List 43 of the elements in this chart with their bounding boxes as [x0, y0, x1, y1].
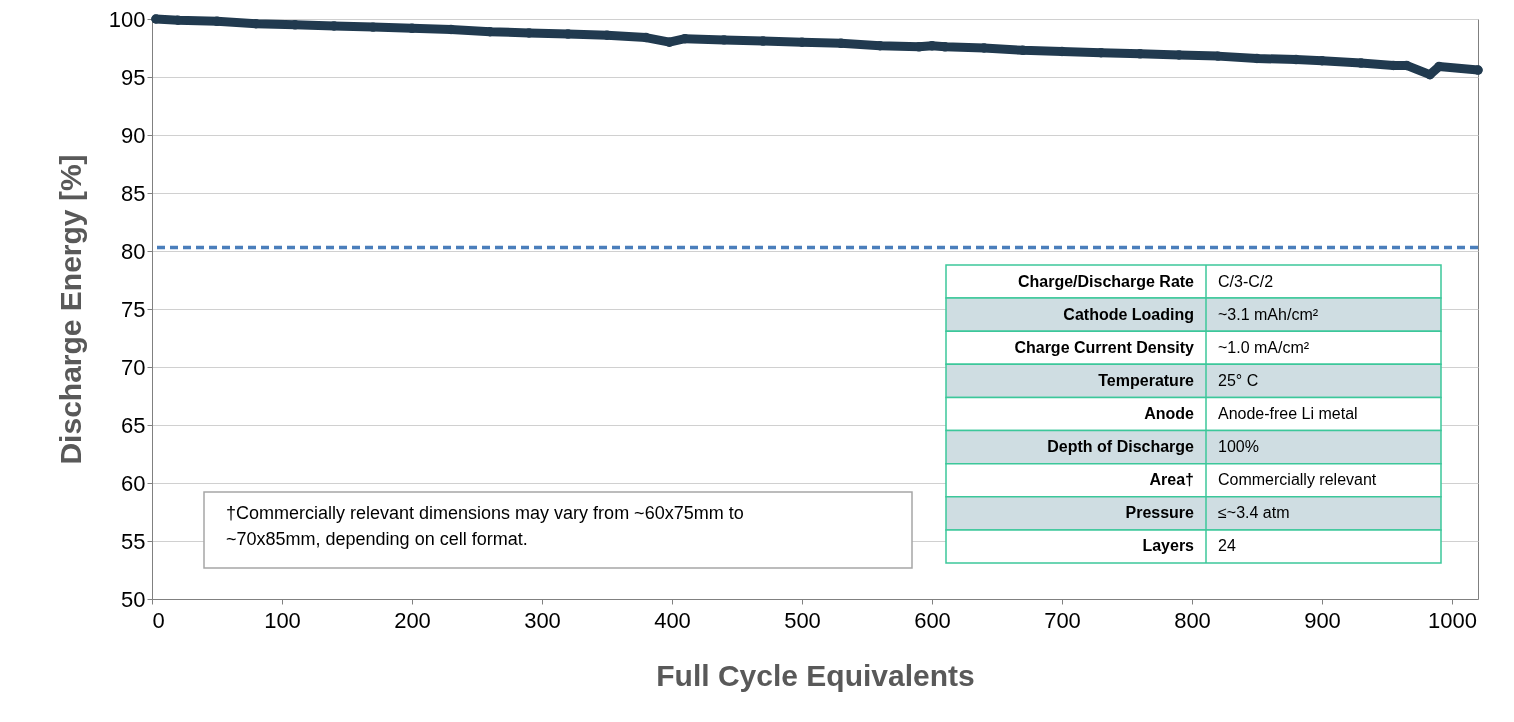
annotation: Temperature [1098, 371, 1195, 389]
y-tick-label: 85 [121, 180, 146, 206]
annotation: Depth of Discharge [1047, 438, 1195, 456]
x-tick-label: 100 [264, 607, 301, 633]
annotation: Charge Current Density [1014, 338, 1195, 356]
x-tick-label: 0 [152, 607, 165, 633]
annotation: Cathode Loading [1063, 305, 1194, 323]
annotation: Layers [1142, 537, 1195, 555]
x-tick-label: 800 [1174, 607, 1211, 633]
annotation: 24 [1218, 537, 1236, 555]
y-tick-label: 70 [121, 354, 146, 380]
x-tick-label: 400 [654, 607, 691, 633]
x-tick-label: 600 [914, 607, 951, 633]
y-tick-label: 65 [121, 412, 146, 438]
y-tick-label: 55 [121, 528, 146, 554]
annotation: 25° C [1218, 371, 1259, 389]
annotation: 100% [1218, 438, 1259, 456]
annotation: Anode [1144, 405, 1195, 422]
x-tick-label: 900 [1304, 607, 1341, 633]
annotation: †Commercially relevant dimensions may vary from ~60x75mm to ~70x85mm, depending on cell format. [226, 503, 744, 549]
annotation: ~3.1 mAh/cm² [1218, 305, 1319, 323]
annotation: Pressure [1125, 504, 1195, 522]
annotation: C/3-C/2 [1218, 272, 1274, 290]
y-tick-label: 50 [121, 586, 146, 612]
y-tick-label: 95 [121, 64, 146, 90]
annotation: Anode-free Li metal [1218, 405, 1358, 422]
y-tick-label: 75 [121, 296, 146, 322]
x-tick-label: 700 [1044, 607, 1081, 633]
annotation: Commercially relevant [1218, 471, 1377, 489]
x-tick-label: 200 [394, 607, 431, 633]
x-axis-title: Full Cycle Equivalents [656, 658, 975, 692]
y-tick-label: 100 [108, 6, 146, 32]
annotation: ~1.0 mA/cm² [1218, 338, 1310, 356]
x-tick-label: 1000 [1428, 607, 1477, 633]
annotation: ≤~3.4 atm [1218, 504, 1290, 522]
annotation: Charge/Discharge Rate [1017, 272, 1195, 290]
y-tick-label: 80 [121, 238, 146, 264]
y-tick-label: 90 [121, 122, 146, 148]
y-axis-title: Discharge Energy [%] [53, 154, 87, 465]
annotation: Area† [1149, 471, 1194, 489]
x-tick-label: 300 [524, 607, 561, 633]
y-tick-label: 60 [121, 470, 146, 496]
x-tick-label: 500 [784, 607, 821, 633]
